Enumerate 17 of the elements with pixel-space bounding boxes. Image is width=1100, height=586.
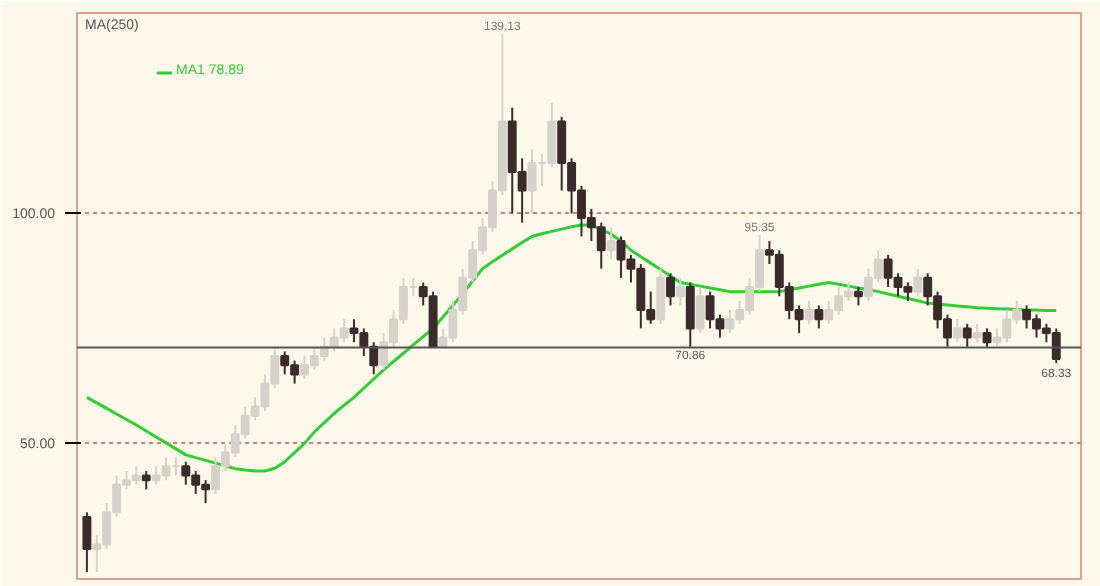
candlestick <box>972 322 982 344</box>
candlestick <box>369 341 379 376</box>
candlestick <box>685 281 695 349</box>
candlestick <box>982 327 992 348</box>
candlestick <box>666 272 675 307</box>
candlestick <box>913 267 923 298</box>
candlestick <box>656 267 666 325</box>
candlestick <box>82 511 92 574</box>
candlestick <box>853 286 863 307</box>
candlestick <box>952 318 962 344</box>
candlestick <box>814 304 824 330</box>
candlestick <box>675 276 685 307</box>
candlestick <box>962 322 972 348</box>
candlestick <box>141 469 151 491</box>
candlestick <box>695 286 705 335</box>
candlestick <box>606 226 616 261</box>
candlestick <box>804 299 814 325</box>
